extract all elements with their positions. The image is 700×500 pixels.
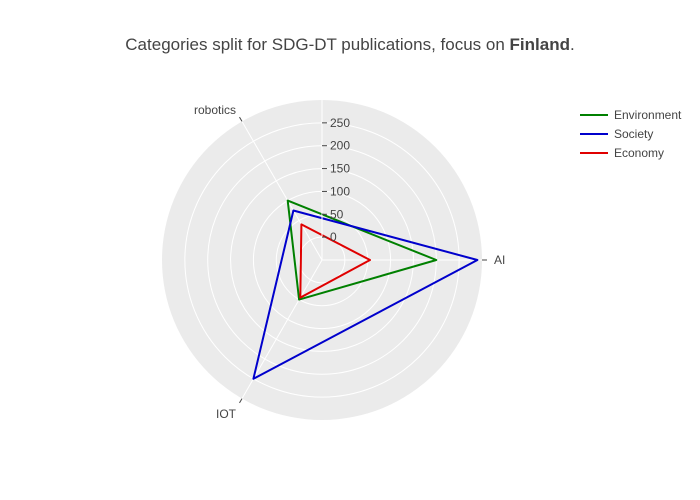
radial-tick-label-150: 150 (330, 162, 350, 176)
radial-tick-label-200: 200 (330, 139, 350, 153)
chart-title: Categories split for SDG-DT publications… (125, 35, 574, 54)
angular-label-ai: AI (494, 253, 505, 267)
angular-label-iot: IOT (216, 407, 237, 421)
legend-item-environment[interactable]: Environment (580, 108, 682, 122)
chart-title-plain: Categories split for SDG-DT publications… (125, 35, 509, 54)
radial-ticks: 0 50 100 150 200 250 (321, 100, 350, 260)
chart-title-bold: Finland (510, 35, 570, 54)
angular-tick-robotics (239, 116, 243, 122)
series-environment (286, 199, 438, 301)
series-economy (299, 223, 371, 299)
angular-axis-labels: AI IOT robotics (194, 103, 505, 421)
spoke-iot (241, 259, 323, 399)
legend-label-society: Society (614, 127, 653, 141)
radial-tick-label-100: 100 (330, 184, 350, 198)
legend-item-society[interactable]: Society (580, 127, 653, 141)
spoke-robotics (241, 121, 323, 261)
radial-tick-label-0: 0 (330, 230, 337, 244)
angular-tick-iot (239, 398, 243, 404)
legend-item-economy[interactable]: Economy (580, 146, 664, 160)
legend[interactable]: Environment Society Economy (580, 108, 682, 160)
chart-title-end: . (570, 35, 575, 54)
series-society (252, 209, 479, 380)
series-layer (252, 199, 479, 380)
legend-label-economy: Economy (614, 146, 664, 160)
radial-tick-label-250: 250 (330, 116, 350, 130)
legend-label-environment: Environment (614, 108, 682, 122)
radial-tick-label-50: 50 (330, 207, 344, 221)
angular-label-robotics: robotics (194, 103, 236, 117)
